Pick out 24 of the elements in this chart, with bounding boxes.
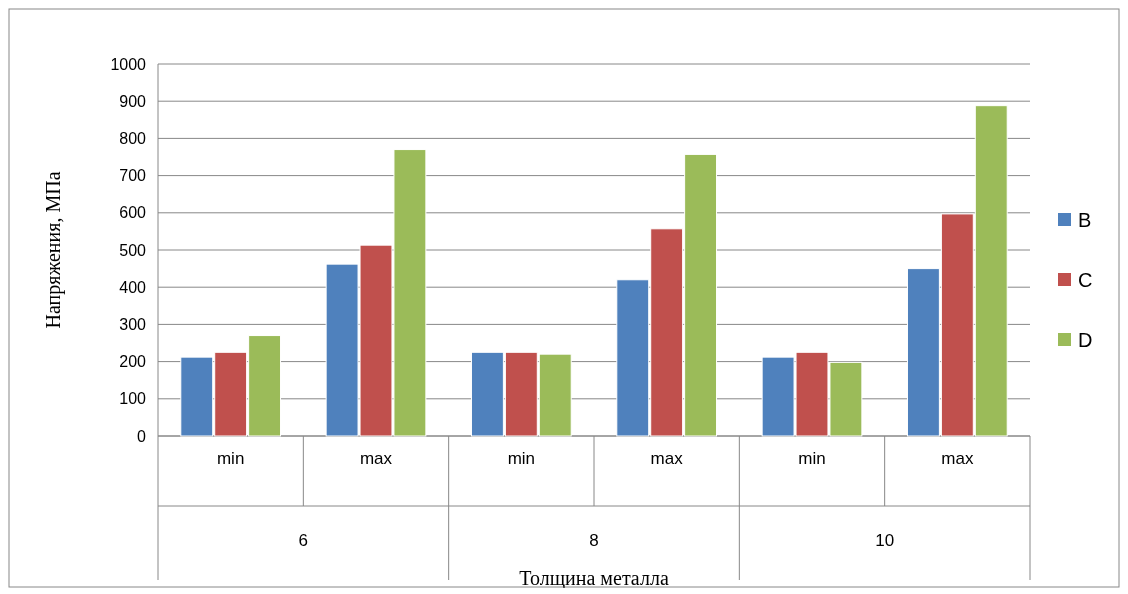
y-tick-label: 800 bbox=[119, 130, 147, 147]
y-tick-label: 500 bbox=[119, 241, 147, 259]
y-tick-label: 100 bbox=[119, 390, 147, 408]
text: 6 bbox=[298, 530, 309, 550]
y-tick-label: 700 bbox=[119, 167, 147, 185]
y-tick-label: 300 bbox=[119, 316, 147, 333]
x-tick-label: min bbox=[798, 448, 826, 468]
y-axis-title: Напряжения, МПа bbox=[42, 171, 65, 329]
x-tick-label: max bbox=[359, 448, 393, 468]
y-tick-label: 600 bbox=[119, 204, 147, 222]
legend-label: B bbox=[1078, 209, 1092, 231]
y-tick-label: 400 bbox=[119, 278, 147, 296]
y-tick-label: 200 bbox=[119, 353, 147, 371]
x-tick-label: min bbox=[507, 448, 536, 468]
legend-label: D bbox=[1078, 329, 1093, 351]
text: 10 bbox=[875, 530, 895, 550]
x-tick-label: max bbox=[650, 448, 684, 468]
y-tick-label: 900 bbox=[119, 92, 147, 110]
x-tick-label: max bbox=[941, 448, 974, 468]
text: 8 bbox=[589, 530, 599, 550]
x-tick-label: min bbox=[216, 448, 245, 468]
legend-label: C bbox=[1078, 269, 1093, 291]
y-tick-label: 0 bbox=[137, 427, 147, 445]
y-tick-label: 1000 bbox=[110, 55, 147, 73]
